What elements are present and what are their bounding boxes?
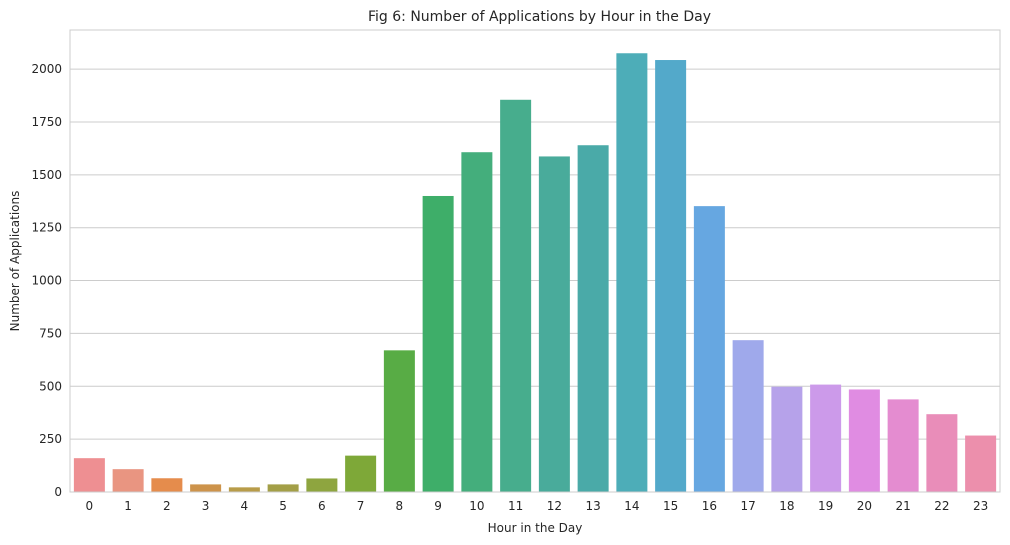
x-tick-label: 20 — [857, 499, 872, 513]
bar-hour-19 — [810, 384, 842, 492]
y-tick-label: 1750 — [31, 115, 62, 129]
bar-hour-16 — [693, 206, 725, 492]
bar-hour-5 — [267, 484, 299, 492]
y-tick-label: 0 — [54, 485, 62, 499]
x-tick-label: 7 — [357, 499, 365, 513]
bar-hour-20 — [848, 389, 880, 492]
x-tick-label: 4 — [241, 499, 249, 513]
x-tick-label: 0 — [86, 499, 94, 513]
x-tick-label: 18 — [779, 499, 794, 513]
bar-hour-18 — [771, 386, 803, 492]
bar-hour-0 — [73, 458, 105, 492]
bar-hour-14 — [616, 53, 648, 493]
x-tick-label: 11 — [508, 499, 523, 513]
y-tick-label: 2000 — [31, 62, 62, 76]
y-tick-label: 250 — [39, 432, 62, 446]
x-tick-label: 22 — [934, 499, 949, 513]
gridlines — [70, 68, 1000, 493]
bar-hour-17 — [732, 340, 764, 492]
bar-hour-22 — [926, 414, 958, 492]
bar-hour-3 — [190, 484, 222, 492]
x-tick-label: 8 — [396, 499, 404, 513]
y-tick-label: 750 — [39, 326, 62, 340]
x-tick-label: 12 — [547, 499, 562, 513]
bar-hour-8 — [383, 350, 415, 492]
bar-hour-1 — [112, 469, 144, 492]
bar-hour-15 — [655, 60, 687, 492]
bar-hour-23 — [965, 435, 997, 492]
x-tick-label: 13 — [585, 499, 600, 513]
x-tick-labels: 0 1 2 3 4 5 6 7 8 9 10 11 12 13 14 15 16 17 18 19 20 21 22 23 — [86, 499, 989, 513]
bar-hour-9 — [422, 195, 454, 492]
bar-hour-7 — [345, 455, 377, 492]
x-tick-label: 2 — [163, 499, 171, 513]
y-tick-label: 500 — [39, 379, 62, 393]
x-tick-label: 3 — [202, 499, 210, 513]
bar-hour-10 — [461, 152, 493, 493]
y-tick-label: 1250 — [31, 221, 62, 235]
x-axis-label: Hour in the Day — [488, 521, 583, 535]
bar-hour-21 — [887, 399, 919, 492]
x-tick-label: 16 — [702, 499, 717, 513]
y-tick-label: 1000 — [31, 274, 62, 288]
y-tick-label: 1500 — [31, 168, 62, 182]
x-tick-label: 17 — [740, 499, 755, 513]
x-tick-label: 9 — [434, 499, 442, 513]
x-tick-label: 15 — [663, 499, 678, 513]
x-tick-label: 1 — [124, 499, 132, 513]
x-tick-label: 21 — [895, 499, 910, 513]
bar-hour-11 — [500, 99, 532, 492]
bar-hour-6 — [306, 478, 338, 492]
x-tick-label: 10 — [469, 499, 484, 513]
bars — [73, 53, 997, 493]
x-tick-label: 23 — [973, 499, 988, 513]
chart-title: Fig 6: Number of Applications by Hour in… — [368, 9, 711, 25]
bar-hour-12 — [538, 156, 570, 492]
y-tick-labels: 0 250 500 750 1000 1250 1500 1750 2000 — [31, 62, 62, 499]
x-tick-label: 19 — [818, 499, 833, 513]
x-tick-label: 5 — [279, 499, 287, 513]
plot-frame — [69, 29, 1001, 493]
x-tick-label: 14 — [624, 499, 639, 513]
bar-hour-13 — [577, 145, 609, 492]
bar-hour-4 — [228, 487, 260, 492]
x-tick-label: 6 — [318, 499, 326, 513]
bar-hour-2 — [151, 478, 183, 492]
y-axis-label: Number of Applications — [8, 191, 22, 332]
